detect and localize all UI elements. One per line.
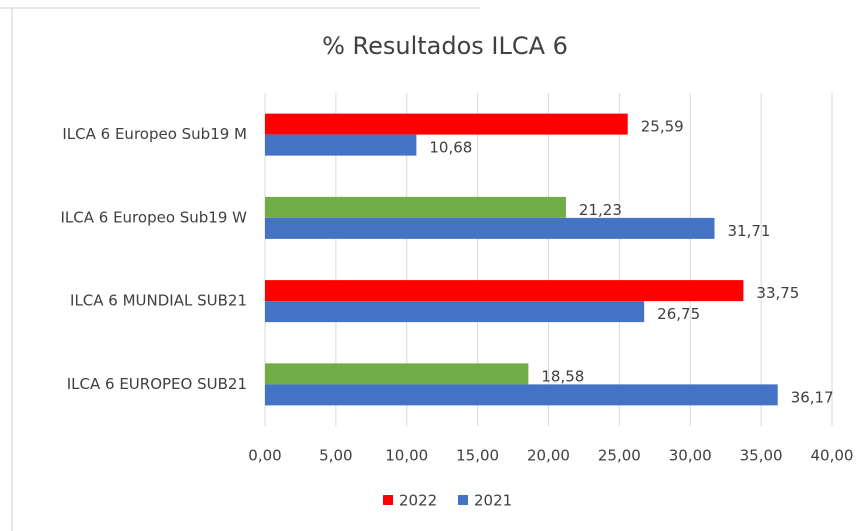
- x-tick-label: 0,00: [248, 447, 281, 465]
- data-label: 31,71: [727, 222, 770, 240]
- x-tick-label: 5,00: [319, 447, 352, 465]
- legend-label: 2021: [474, 492, 512, 510]
- bar: [265, 217, 715, 239]
- data-label: 25,59: [641, 118, 684, 136]
- x-tick-label: 15,00: [456, 447, 499, 465]
- bar: [265, 113, 628, 135]
- data-label: 21,23: [579, 201, 622, 219]
- x-tick-label: 30,00: [669, 447, 712, 465]
- x-tick-label: 35,00: [740, 447, 783, 465]
- bar: [265, 196, 566, 218]
- y-tick-label: ILCA 6 EUROPEO SUB21: [67, 375, 247, 393]
- x-tick-label: 20,00: [527, 447, 570, 465]
- data-label: 18,58: [541, 367, 584, 385]
- data-label: 10,68: [429, 139, 472, 157]
- x-tick-label: 25,00: [598, 447, 641, 465]
- y-tick-label: ILCA 6 Europeo Sub19 W: [60, 208, 247, 226]
- y-tick-label: ILCA 6 MUNDIAL SUB21: [70, 292, 247, 310]
- data-label: 33,75: [756, 284, 799, 302]
- bar: [265, 134, 417, 156]
- x-tick-label: 40,00: [811, 447, 854, 465]
- x-tick-label: 10,00: [385, 447, 428, 465]
- bar: [265, 384, 778, 406]
- bar: [265, 301, 645, 323]
- data-label: 26,75: [657, 305, 700, 323]
- bar: [265, 280, 744, 302]
- legend-label: 2022: [399, 492, 437, 510]
- data-label: 36,17: [791, 388, 834, 406]
- y-tick-label: ILCA 6 Europeo Sub19 M: [62, 125, 247, 143]
- legend-swatch: [383, 495, 393, 505]
- chart-title: % Resultados ILCA 6: [322, 32, 568, 60]
- bar: [265, 363, 529, 385]
- legend-swatch: [458, 495, 468, 505]
